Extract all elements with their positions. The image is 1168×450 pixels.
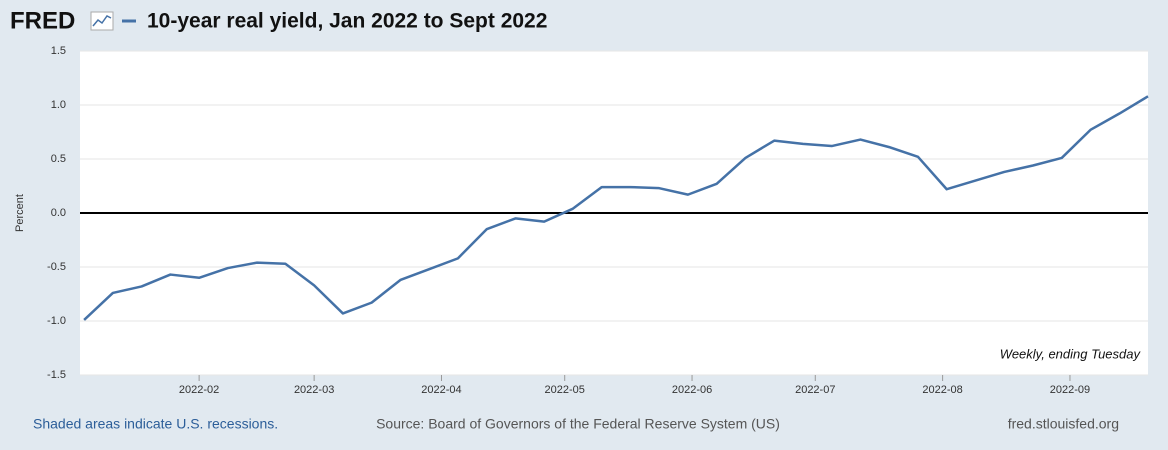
x-tick-label: 2022-05 xyxy=(545,384,585,396)
y-axis-label: Percent xyxy=(14,194,26,232)
y-tick-label: 1.5 xyxy=(51,45,66,57)
y-tick-label: 0.5 xyxy=(51,153,66,165)
logo: FRED xyxy=(10,7,75,34)
x-tick-label: 2022-03 xyxy=(294,384,334,396)
y-tick-label: 1.0 xyxy=(51,99,66,111)
x-tick-label: 2022-07 xyxy=(795,384,835,396)
x-tick-label: 2022-06 xyxy=(672,384,712,396)
x-tick-label: 2022-02 xyxy=(179,384,219,396)
site: fred.stlouisfed.org xyxy=(1008,416,1119,432)
x-tick-label: 2022-04 xyxy=(421,384,461,396)
recessions-link[interactable]: Shaded areas indicate U.S. recessions. xyxy=(33,416,278,432)
x-tick-label: 2022-09 xyxy=(1050,384,1090,396)
y-tick-label: 0.0 xyxy=(51,207,66,219)
source: Source: Board of Governors of the Federa… xyxy=(376,416,780,432)
x-tick-label: 2022-08 xyxy=(922,384,962,396)
y-tick-label: -1.5 xyxy=(47,369,66,381)
y-tick-label: -0.5 xyxy=(47,261,66,273)
series-line xyxy=(83,95,1149,321)
y-tick-label: -1.0 xyxy=(47,315,66,327)
legend-label: 10-year real yield, Jan 2022 to Sept 202… xyxy=(147,10,547,33)
annotation: Weekly, ending Tuesday xyxy=(1000,346,1142,361)
logo-icon xyxy=(90,11,114,31)
